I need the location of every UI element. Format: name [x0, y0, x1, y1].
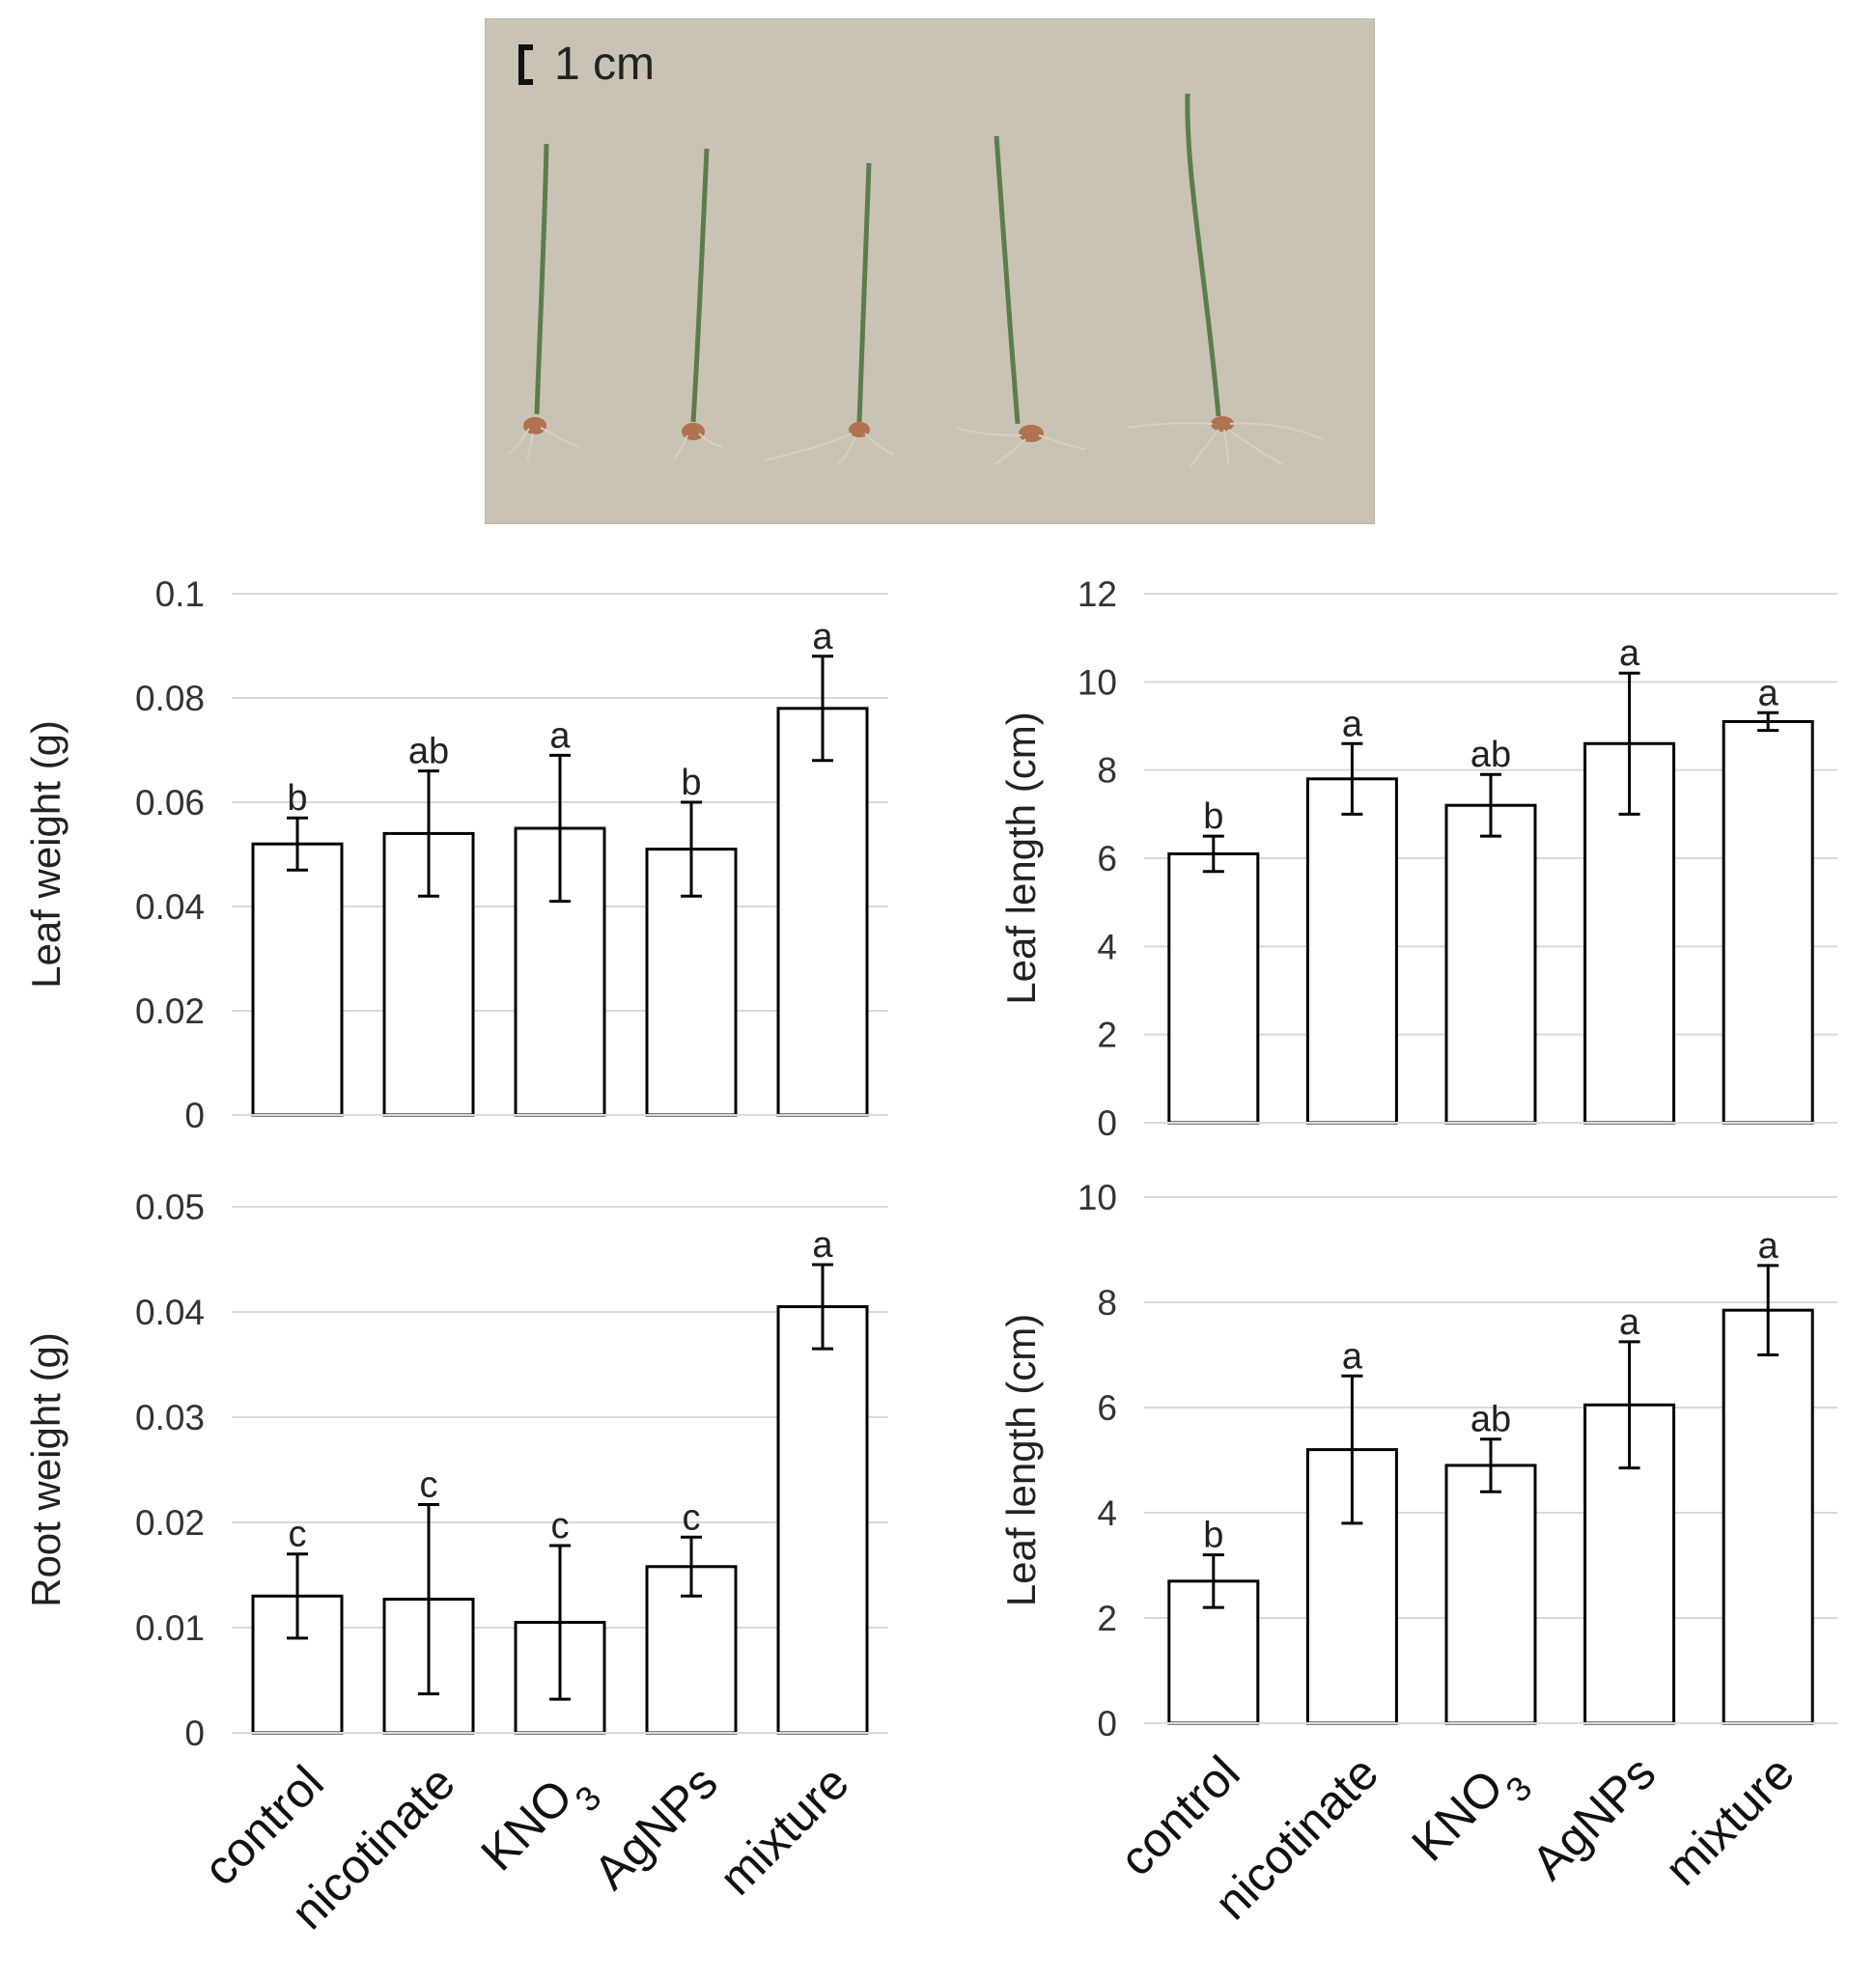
significance-letter: a: [812, 1225, 833, 1266]
chart-leaf-length-bottom: 0 2 4 6 8 10 Leaf length (cm) b control a nicotina…: [946, 1178, 1876, 1980]
significance-letter: c: [683, 1497, 701, 1538]
significance-letter: b: [287, 778, 307, 819]
significance-letter: ab: [1470, 1400, 1511, 1440]
y-tick-label: 0.02: [135, 1503, 205, 1543]
x-category-label: KNO3: [470, 1755, 608, 1893]
y-tick-label: 0.04: [135, 887, 205, 927]
bar: [776, 1305, 869, 1735]
y-tick-label: 6: [1097, 1388, 1117, 1428]
seedling-KNO3: [764, 162, 895, 465]
significance-letter: a: [812, 617, 833, 657]
y-tick-label: 8: [1097, 751, 1117, 791]
significance-letter: a: [1619, 633, 1640, 674]
y-tick-label: 2: [1097, 1016, 1117, 1055]
y-tick-label: 0: [184, 1096, 205, 1135]
significance-letter: ab: [408, 732, 449, 772]
seedling-photo-drawing: [507, 44, 1324, 469]
x-category-label: KNO3: [1401, 1745, 1539, 1883]
y-axis-label: Leaf weight (g): [23, 720, 69, 989]
significance-letter: a: [1619, 1302, 1640, 1343]
y-tick-label: 0: [184, 1714, 205, 1753]
y-tick-label: 4: [1097, 927, 1117, 966]
significance-letter: b: [1203, 796, 1223, 837]
x-category-label: mixture: [709, 1755, 859, 1906]
significance-letter: c: [420, 1464, 438, 1505]
scale-bar-label: 1 cm: [554, 39, 656, 90]
y-tick-label: 0.04: [135, 1293, 205, 1332]
y-tick-label: 0.03: [135, 1398, 205, 1437]
y-tick-label: 8: [1097, 1283, 1117, 1323]
bar: [1444, 803, 1537, 1125]
bar: [1167, 851, 1260, 1125]
y-tick-label: 0: [1097, 1704, 1117, 1743]
y-tick-label: 4: [1097, 1493, 1117, 1533]
significance-letter: a: [1758, 673, 1779, 713]
x-category-label: control: [1109, 1745, 1250, 1886]
seedling-photo: 1 cm: [485, 18, 1375, 524]
y-tick-label: 10: [1078, 662, 1117, 702]
chart-leaf-length-top: 0 2 4 6 8 10 12 Leaf length (cm) b a ab a a: [946, 560, 1876, 1144]
y-axis-label: Leaf length (cm): [998, 1314, 1044, 1606]
y-tick-label: 0: [1097, 1103, 1117, 1143]
x-category-label: AgNPs: [583, 1755, 728, 1900]
chart-leaf-length-top-svg: 0 2 4 6 8 10 12 Leaf length (cm) b a ab a a: [998, 574, 1837, 1143]
bar: [1444, 1464, 1537, 1725]
y-tick-label: 0.05: [135, 1187, 205, 1227]
y-tick-label: 0.06: [135, 783, 205, 823]
x-category-label: AgNPs: [1522, 1745, 1666, 1890]
significance-letter: a: [1342, 1336, 1363, 1377]
y-tick-label: 12: [1078, 574, 1117, 614]
bar: [514, 826, 606, 1117]
significance-letter: c: [551, 1506, 570, 1547]
seedling-control: [507, 143, 580, 461]
y-tick-label: 0.08: [135, 679, 205, 718]
y-tick-label: 2: [1097, 1599, 1117, 1638]
bar: [1722, 719, 1814, 1125]
significance-letter: a: [549, 715, 571, 756]
bar: [776, 707, 869, 1117]
chart-leaf-weight: 0 0.02 0.04 0.06 0.08 0.1 Leaf weight (g) b ab a b…: [0, 560, 908, 1144]
bar: [1722, 1308, 1814, 1725]
chart-root-weight: 0 0.01 0.02 0.03 0.04 0.05 Root weight (g) c con…: [0, 1178, 908, 1980]
seedling-mixture: [1127, 93, 1324, 469]
y-tick-label: 6: [1097, 839, 1117, 878]
significance-letter: a: [1342, 704, 1363, 744]
y-axis-label: Root weight (g): [23, 1332, 69, 1607]
y-tick-label: 0.02: [135, 991, 205, 1031]
seedling-AgNPs: [955, 135, 1086, 465]
y-tick-label: 0.1: [155, 574, 205, 614]
y-axis-label: Leaf length (cm): [998, 711, 1044, 1004]
y-tick-label: 0.01: [135, 1608, 205, 1648]
bar: [1305, 777, 1398, 1125]
scale-bar-icon: [518, 44, 533, 85]
significance-letter: c: [289, 1515, 307, 1555]
significance-letter: a: [1758, 1226, 1779, 1267]
bar: [251, 842, 344, 1117]
y-tick-label: 10: [1078, 1178, 1117, 1217]
seedling-nicotinate: [673, 148, 723, 461]
significance-letter: ab: [1470, 735, 1511, 775]
significance-letter: b: [1203, 1516, 1223, 1556]
x-category-label: mixture: [1654, 1745, 1805, 1896]
significance-letter: b: [681, 763, 701, 803]
